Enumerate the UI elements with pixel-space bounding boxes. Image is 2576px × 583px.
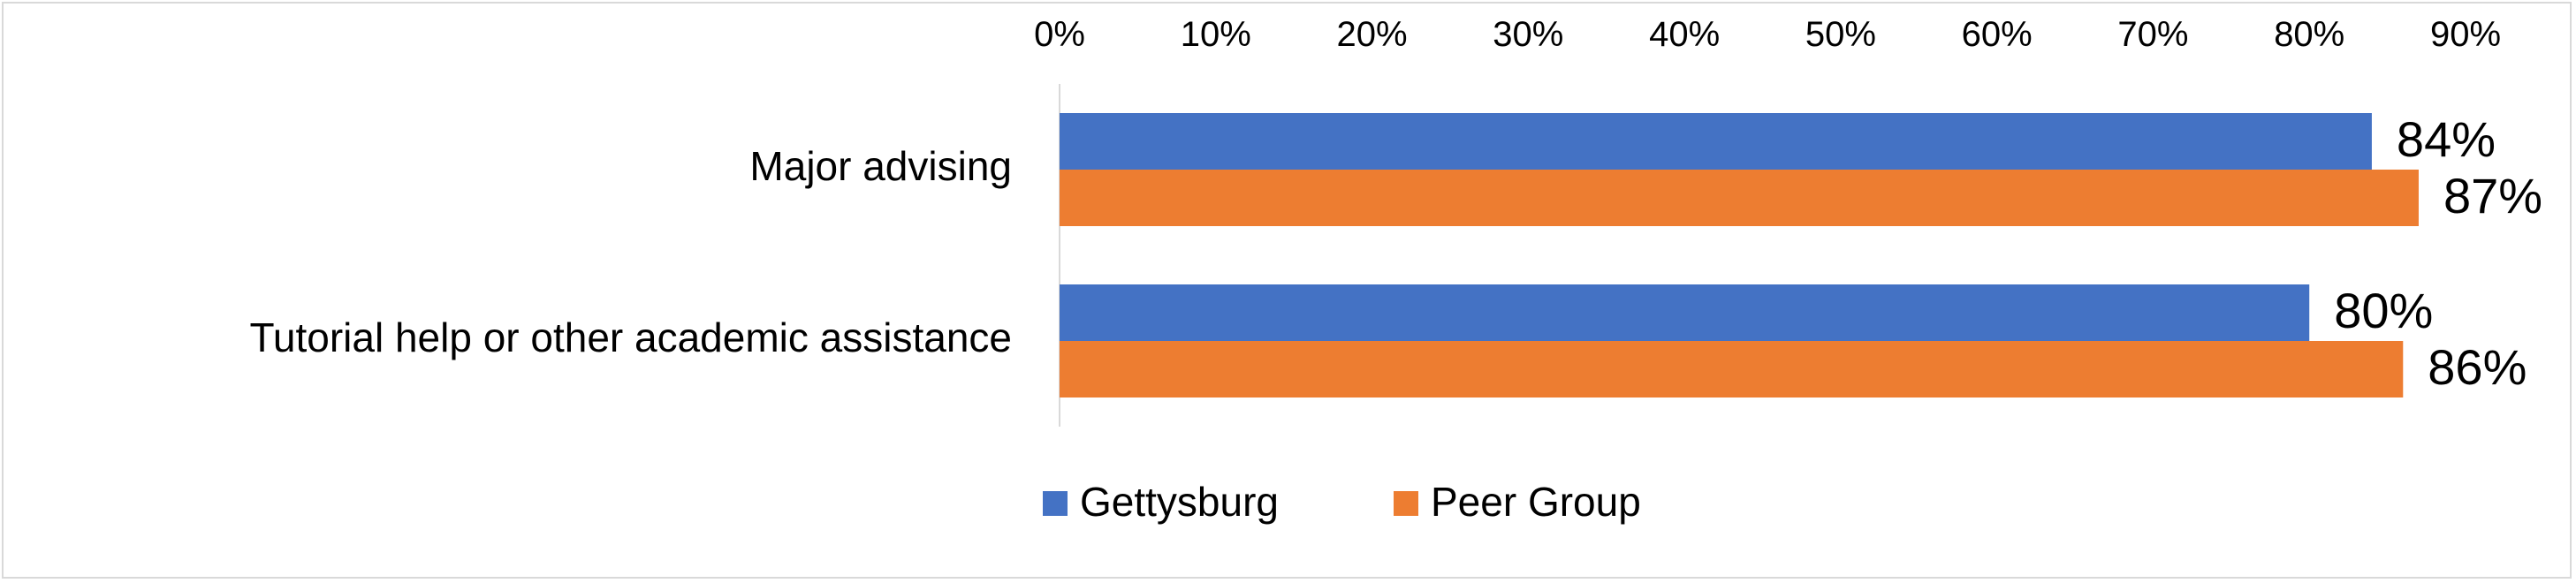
- x-tick-label: 80%: [2274, 15, 2344, 54]
- bar: [1060, 170, 2419, 226]
- legend: Gettysburg Peer Group: [1043, 479, 1641, 525]
- x-tick-label: 30%: [1493, 15, 1563, 54]
- x-tick-label: 0%: [1034, 15, 1085, 54]
- legend-swatch: [1394, 491, 1418, 516]
- data-label: 84%: [2397, 111, 2496, 167]
- x-tick-label: 60%: [1962, 15, 2033, 54]
- legend-label: Gettysburg: [1080, 479, 1279, 525]
- category-label: Major advising: [749, 143, 1012, 189]
- x-tick-label: 40%: [1649, 15, 1720, 54]
- legend-swatch: [1043, 491, 1068, 516]
- bars: [1060, 113, 2419, 398]
- x-tick-label: 50%: [1805, 15, 1876, 54]
- x-tick-label: 20%: [1337, 15, 1408, 54]
- x-axis-ticks: 0% 10% 20% 30% 40% 50% 60% 70% 80% 90%: [1034, 15, 2501, 54]
- bar: [1060, 284, 2310, 341]
- category-labels: Major advising Tutorial help or other aca…: [250, 143, 1013, 360]
- x-tick-label: 90%: [2430, 15, 2501, 54]
- bar: [1060, 341, 2404, 398]
- data-labels: 84% 80% 87% 86%: [2334, 111, 2542, 395]
- x-tick-label: 70%: [2117, 15, 2188, 54]
- data-label: 86%: [2428, 339, 2527, 395]
- x-tick-label: 10%: [1181, 15, 1251, 54]
- legend-label: Peer Group: [1431, 479, 1641, 525]
- data-label: 80%: [2334, 283, 2433, 338]
- category-label: Tutorial help or other academic assistan…: [250, 314, 1013, 360]
- data-label: 87%: [2443, 168, 2542, 223]
- bar: [1060, 113, 2372, 170]
